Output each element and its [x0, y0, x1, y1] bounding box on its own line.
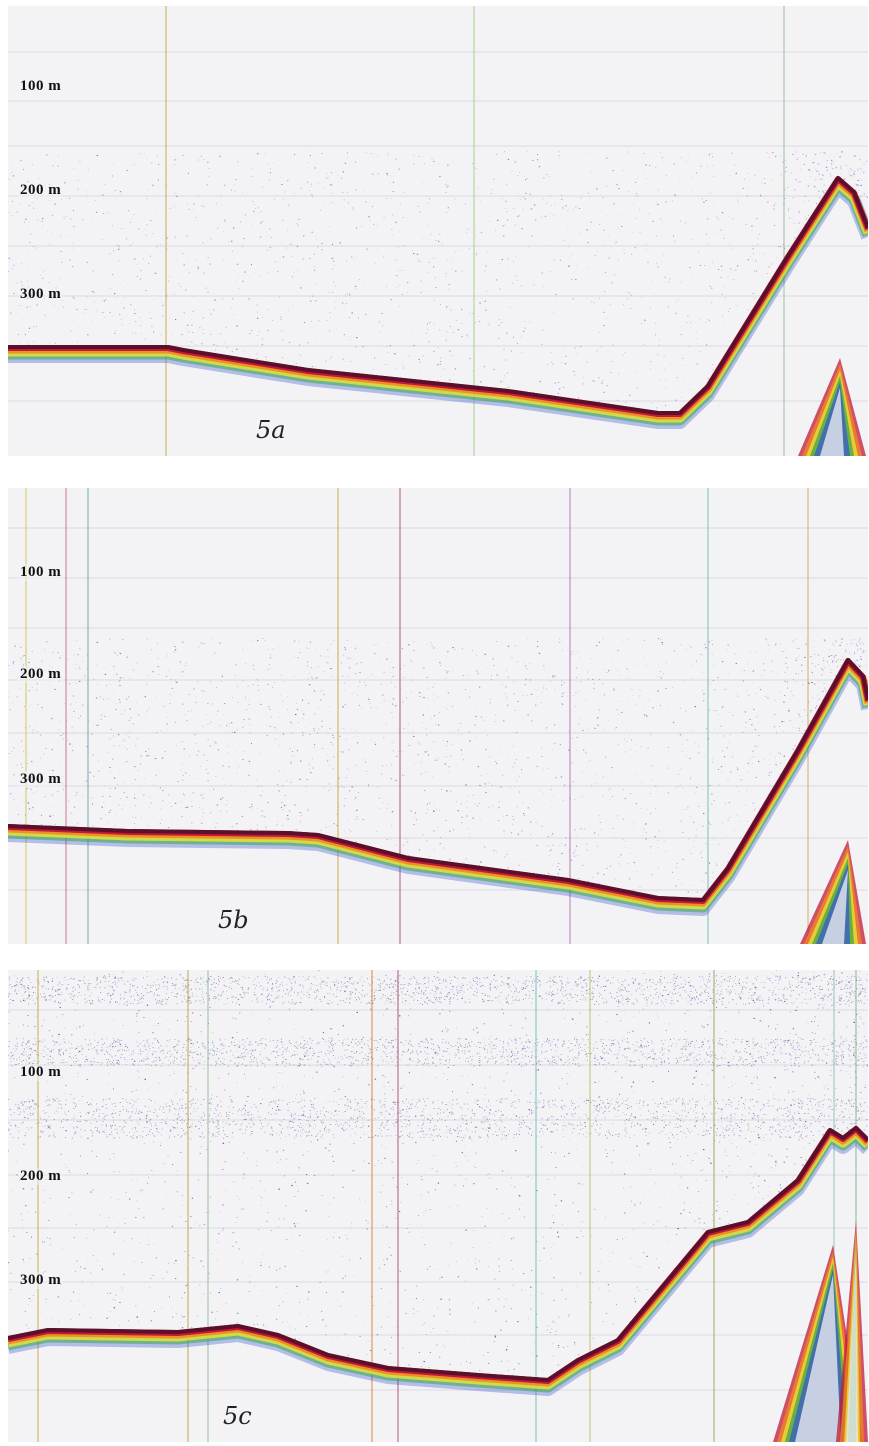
echogram-5a	[8, 6, 868, 456]
backscatter-layer	[8, 970, 868, 1376]
echogram-panel-5c: 100 m 200 m 300 m 5c	[8, 970, 868, 1442]
panel-label-5a: 5a	[256, 416, 286, 444]
echogram-5c	[8, 970, 868, 1442]
spike-echo	[800, 840, 866, 944]
panel-label-5b: 5b	[218, 906, 249, 934]
panel-label-5c: 5c	[223, 1402, 252, 1430]
seabed-echo	[8, 176, 868, 429]
depth-label-300: 300 m	[18, 771, 64, 788]
depth-label-200: 200 m	[18, 666, 64, 683]
depth-label-200: 200 m	[18, 182, 64, 199]
depth-label-100: 100 m	[18, 564, 64, 581]
seabed-echo	[8, 1126, 868, 1396]
depth-label-300: 300 m	[18, 1272, 64, 1289]
seabed-echo	[8, 658, 868, 916]
echogram-panel-5a: 100 m 200 m 300 m 5a	[8, 6, 868, 456]
backscatter-layer	[8, 151, 868, 409]
depth-label-100: 100 m	[18, 1064, 64, 1081]
echogram-5b	[8, 488, 868, 944]
spike-echo	[836, 1220, 868, 1442]
spike-echo	[798, 358, 866, 456]
depth-label-100: 100 m	[18, 78, 64, 95]
depth-label-300: 300 m	[18, 286, 64, 303]
echogram-panel-5b: 100 m 200 m 300 m 5b	[8, 488, 868, 944]
depth-label-200: 200 m	[18, 1168, 64, 1185]
